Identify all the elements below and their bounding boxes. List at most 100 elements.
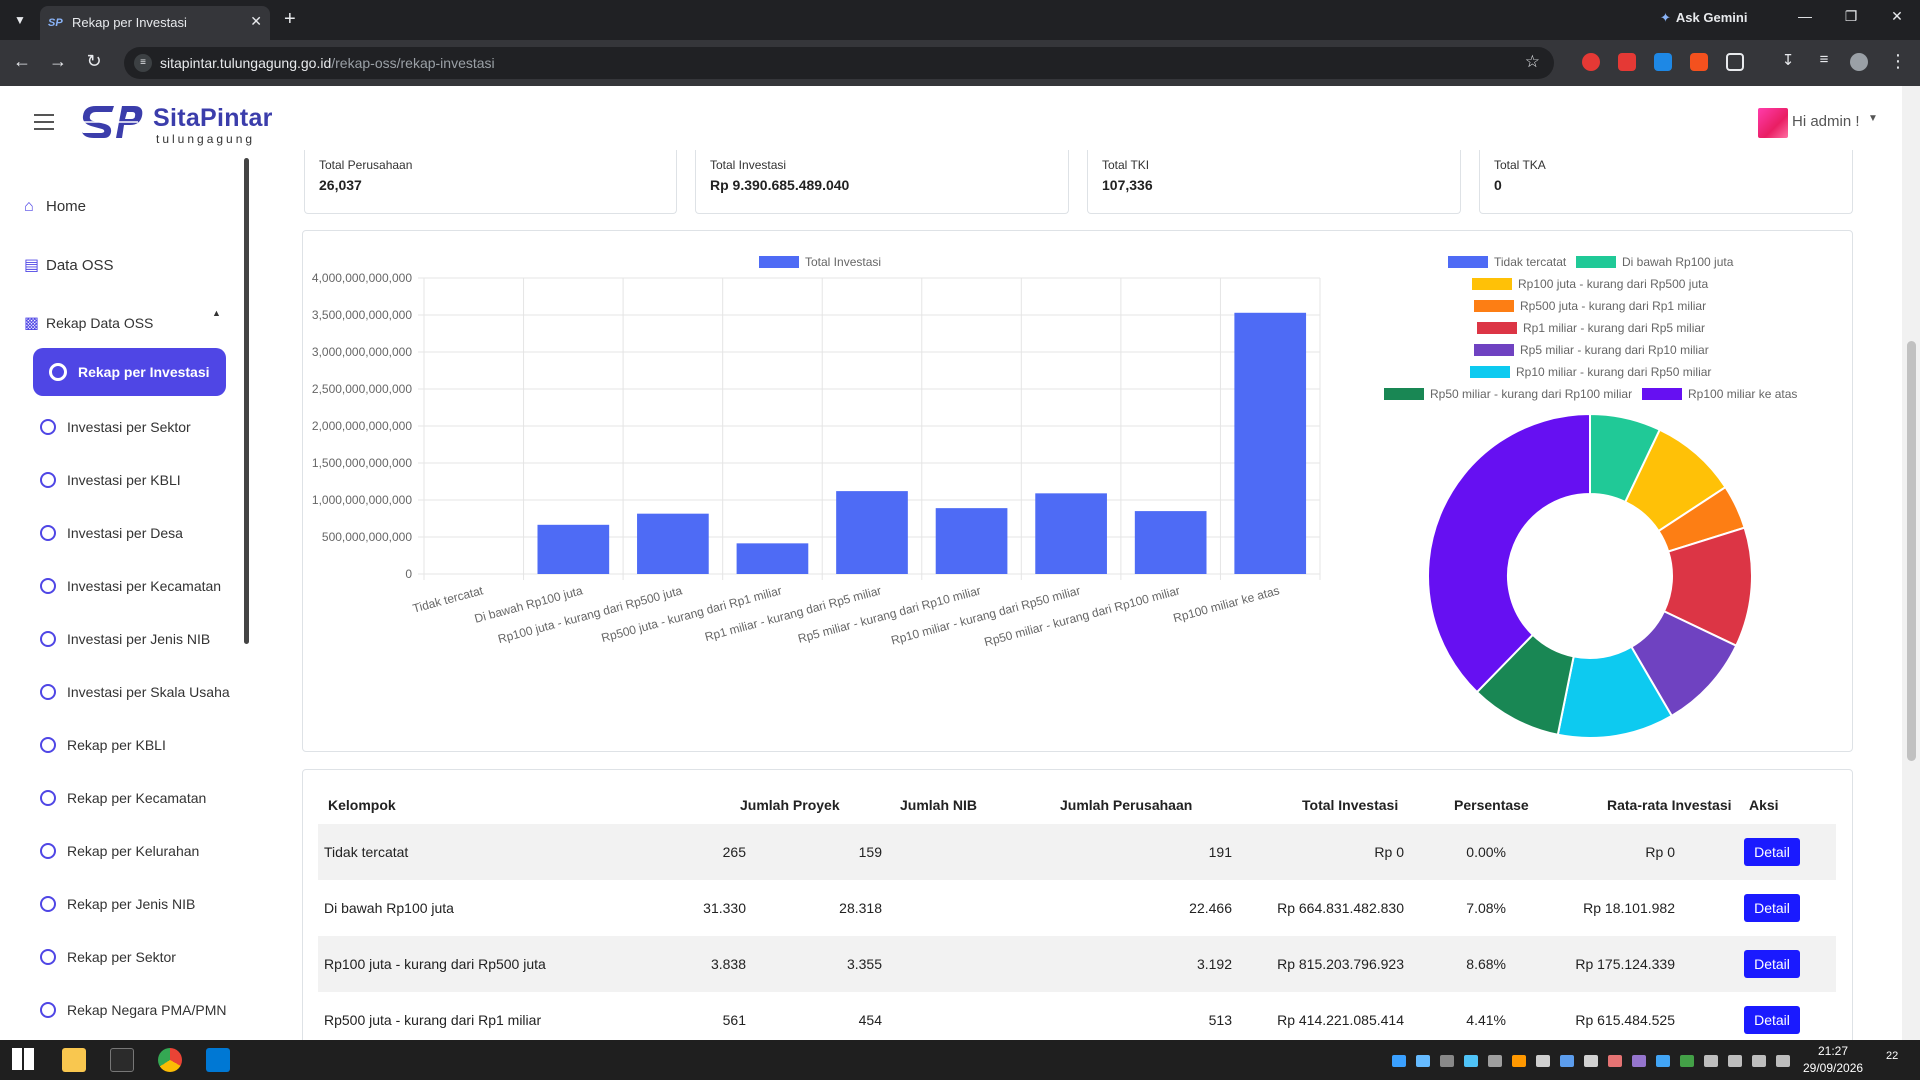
sidebar-item-investasi-per-kbli[interactable]: Investasi per KBLI	[40, 472, 181, 488]
table-header-total-investasi[interactable]: Total Investasi	[1302, 797, 1399, 813]
tray-cloud-icon[interactable]	[1440, 1055, 1454, 1067]
network-icon[interactable]	[1728, 1055, 1742, 1067]
tray-app-icon[interactable]	[1416, 1055, 1430, 1067]
sidebar-item-rekap-per-jenis-nib[interactable]: Rekap per Jenis NIB	[40, 896, 195, 912]
table-header-jumlah-proyek[interactable]: Jumlah Proyek	[740, 797, 840, 813]
browser-tab[interactable]: SP Rekap per Investasi ✕	[40, 6, 270, 40]
tray-app-icon[interactable]	[1608, 1055, 1622, 1067]
table-header-persentase[interactable]: Persentase	[1454, 797, 1529, 813]
tray-app-icon[interactable]	[1392, 1055, 1406, 1067]
sidebar-item-rekap-per-kecamatan[interactable]: Rekap per Kecamatan	[40, 790, 206, 806]
donut-slice[interactable]	[1427, 412, 1591, 694]
profile-avatar-icon[interactable]	[1850, 53, 1868, 71]
restore-icon[interactable]: ❐	[1844, 8, 1858, 24]
extensions-puzzle-icon[interactable]	[1726, 53, 1744, 71]
detail-button[interactable]: Detail	[1744, 838, 1800, 866]
tab-search-icon[interactable]: ▼	[14, 13, 26, 27]
extension-orange-icon[interactable]	[1690, 53, 1708, 71]
user-avatar[interactable]	[1758, 108, 1788, 138]
back-icon[interactable]: ←	[13, 51, 31, 71]
tray-badge-icon[interactable]	[1680, 1055, 1694, 1067]
sidebar-item-home[interactable]: ⌂ Home	[24, 198, 86, 216]
clock-time[interactable]: 21:27	[1818, 1044, 1849, 1058]
user-menu-caret-icon[interactable]: ▼	[1868, 113, 1878, 124]
ask-gemini-button[interactable]: ✦ Ask Gemini	[1660, 10, 1747, 26]
page-scrollbar[interactable]	[1902, 86, 1920, 1040]
sidebar-scrollbar[interactable]	[244, 158, 249, 644]
tray-app-icon[interactable]	[1632, 1055, 1646, 1067]
sidebar-item-rekap-per-kbli[interactable]: Rekap per KBLI	[40, 737, 166, 753]
site-info-icon[interactable]: ≡	[134, 54, 152, 72]
reading-list-icon[interactable]: ≡	[1819, 51, 1829, 68]
close-window-icon[interactable]: ✕	[1891, 8, 1903, 24]
detail-button[interactable]: Detail	[1744, 1006, 1800, 1034]
donut-legend-item[interactable]: Rp10 miliar - kurang dari Rp50 miliar	[1470, 365, 1711, 379]
minimize-icon[interactable]: —	[1798, 8, 1812, 24]
donut-legend-item[interactable]: Tidak tercatat	[1448, 255, 1566, 269]
file-explorer-icon[interactable]	[62, 1048, 86, 1072]
sidebar-item-investasi-per-sektor[interactable]: Investasi per Sektor	[40, 419, 191, 435]
sidebar-item-rekap-per-investasi[interactable]: Rekap per Investasi	[33, 348, 226, 396]
forward-icon[interactable]: →	[49, 51, 67, 71]
tray-app-icon[interactable]	[1704, 1055, 1718, 1067]
volume-icon[interactable]	[1752, 1055, 1766, 1067]
favicon-icon: SP	[48, 17, 63, 29]
donut-legend-item[interactable]: Rp1 miliar - kurang dari Rp5 miliar	[1477, 321, 1705, 335]
donut-legend-item[interactable]: Rp5 miliar - kurang dari Rp10 miliar	[1474, 343, 1709, 357]
bluetooth-icon[interactable]	[1656, 1055, 1670, 1067]
clock-date[interactable]: 29/09/2026	[1803, 1061, 1864, 1075]
bar-legend-item[interactable]: Total Investasi	[759, 255, 881, 269]
close-tab-icon[interactable]: ✕	[250, 13, 262, 29]
sidebar-item-rekap-per-kelurahan[interactable]: Rekap per Kelurahan	[40, 843, 199, 859]
collapse-caret-icon[interactable]: ▲	[212, 308, 221, 318]
sidebar-item-investasi-per-desa[interactable]: Investasi per Desa	[40, 525, 183, 541]
url-text[interactable]: sitapintar.tulungagung.go.id/rekap-oss/r…	[160, 55, 495, 71]
address-bar[interactable]: ≡ sitapintar.tulungagung.go.id/rekap-oss…	[124, 47, 1554, 79]
detail-button[interactable]: Detail	[1744, 894, 1800, 922]
tray-app-icon[interactable]	[1584, 1055, 1598, 1067]
legend-label: Tidak tercatat	[1494, 255, 1567, 269]
vscode-icon[interactable]	[206, 1048, 230, 1072]
chrome-icon[interactable]	[158, 1048, 182, 1072]
bookmark-star-icon[interactable]: ☆	[1524, 52, 1540, 71]
table-header-jumlah-nib[interactable]: Jumlah NIB	[900, 797, 978, 813]
detail-button[interactable]: Detail	[1744, 950, 1800, 978]
battery-icon[interactable]	[1776, 1055, 1790, 1067]
sidebar-item-rekap-negara-pma-pmn[interactable]: Rekap Negara PMA/PMN	[40, 1002, 227, 1018]
extension-s-icon[interactable]	[1654, 53, 1672, 71]
table-header-kelompok[interactable]: Kelompok	[328, 797, 396, 813]
donut-legend-item[interactable]: Di bawah Rp100 juta	[1576, 255, 1733, 269]
tray-app-icon[interactable]	[1536, 1055, 1550, 1067]
tray-app-icon[interactable]	[1512, 1055, 1526, 1067]
extension-record-icon[interactable]	[1582, 53, 1600, 71]
cell-jumlah-proyek: 561	[722, 1012, 746, 1028]
sidebar-item-data-oss[interactable]: ▤ Data OSS	[24, 255, 114, 275]
user-greeting[interactable]: Hi admin !	[1792, 113, 1860, 130]
terminal-icon[interactable]	[110, 1048, 134, 1072]
tray-shield-icon[interactable]	[1560, 1055, 1574, 1067]
browser-menu-icon[interactable]: ⋮	[1889, 51, 1907, 71]
sidebar-item-rekap-per-sektor[interactable]: Rekap per Sektor	[40, 949, 176, 965]
stat-title: Total Investasi	[710, 158, 787, 172]
sidebar-item-investasi-per-kecamatan[interactable]: Investasi per Kecamatan	[40, 578, 221, 594]
tray-app-icon[interactable]	[1464, 1055, 1478, 1067]
windows-start-icon[interactable]	[12, 1048, 34, 1070]
table-header-rata-rata-investasi[interactable]: Rata-rata Investasi	[1607, 797, 1732, 813]
donut-legend-item[interactable]: Rp500 juta - kurang dari Rp1 miliar	[1474, 299, 1706, 313]
extension-video-icon[interactable]	[1618, 53, 1636, 71]
sidebar-item-investasi-per-skala-usaha[interactable]: Investasi per Skala Usaha	[40, 684, 230, 700]
table-header-jumlah-perusahaan[interactable]: Jumlah Perusahaan	[1060, 797, 1193, 813]
reload-icon[interactable]: ↻	[86, 51, 102, 71]
download-icon[interactable]: ↧	[1781, 52, 1795, 69]
sidebar-item-investasi-per-jenis-nib[interactable]: Investasi per Jenis NIB	[40, 631, 210, 647]
donut-legend-item[interactable]: Rp100 juta - kurang dari Rp500 juta	[1472, 277, 1708, 291]
donut-legend-item[interactable]: Rp50 miliar - kurang dari Rp100 miliar	[1384, 387, 1632, 401]
sidebar-item-rekap-data-oss[interactable]: ▩ Rekap Data OSS	[24, 313, 153, 333]
new-tab-button[interactable]: +	[284, 8, 296, 30]
circle-icon	[40, 843, 56, 859]
notification-count[interactable]: 22	[1886, 1050, 1899, 1062]
scrollbar-thumb[interactable]	[1907, 341, 1916, 761]
menu-toggle-icon[interactable]	[34, 114, 54, 130]
tray-chart-icon[interactable]	[1488, 1055, 1502, 1067]
donut-legend-item[interactable]: Rp100 miliar ke atas	[1642, 387, 1797, 401]
